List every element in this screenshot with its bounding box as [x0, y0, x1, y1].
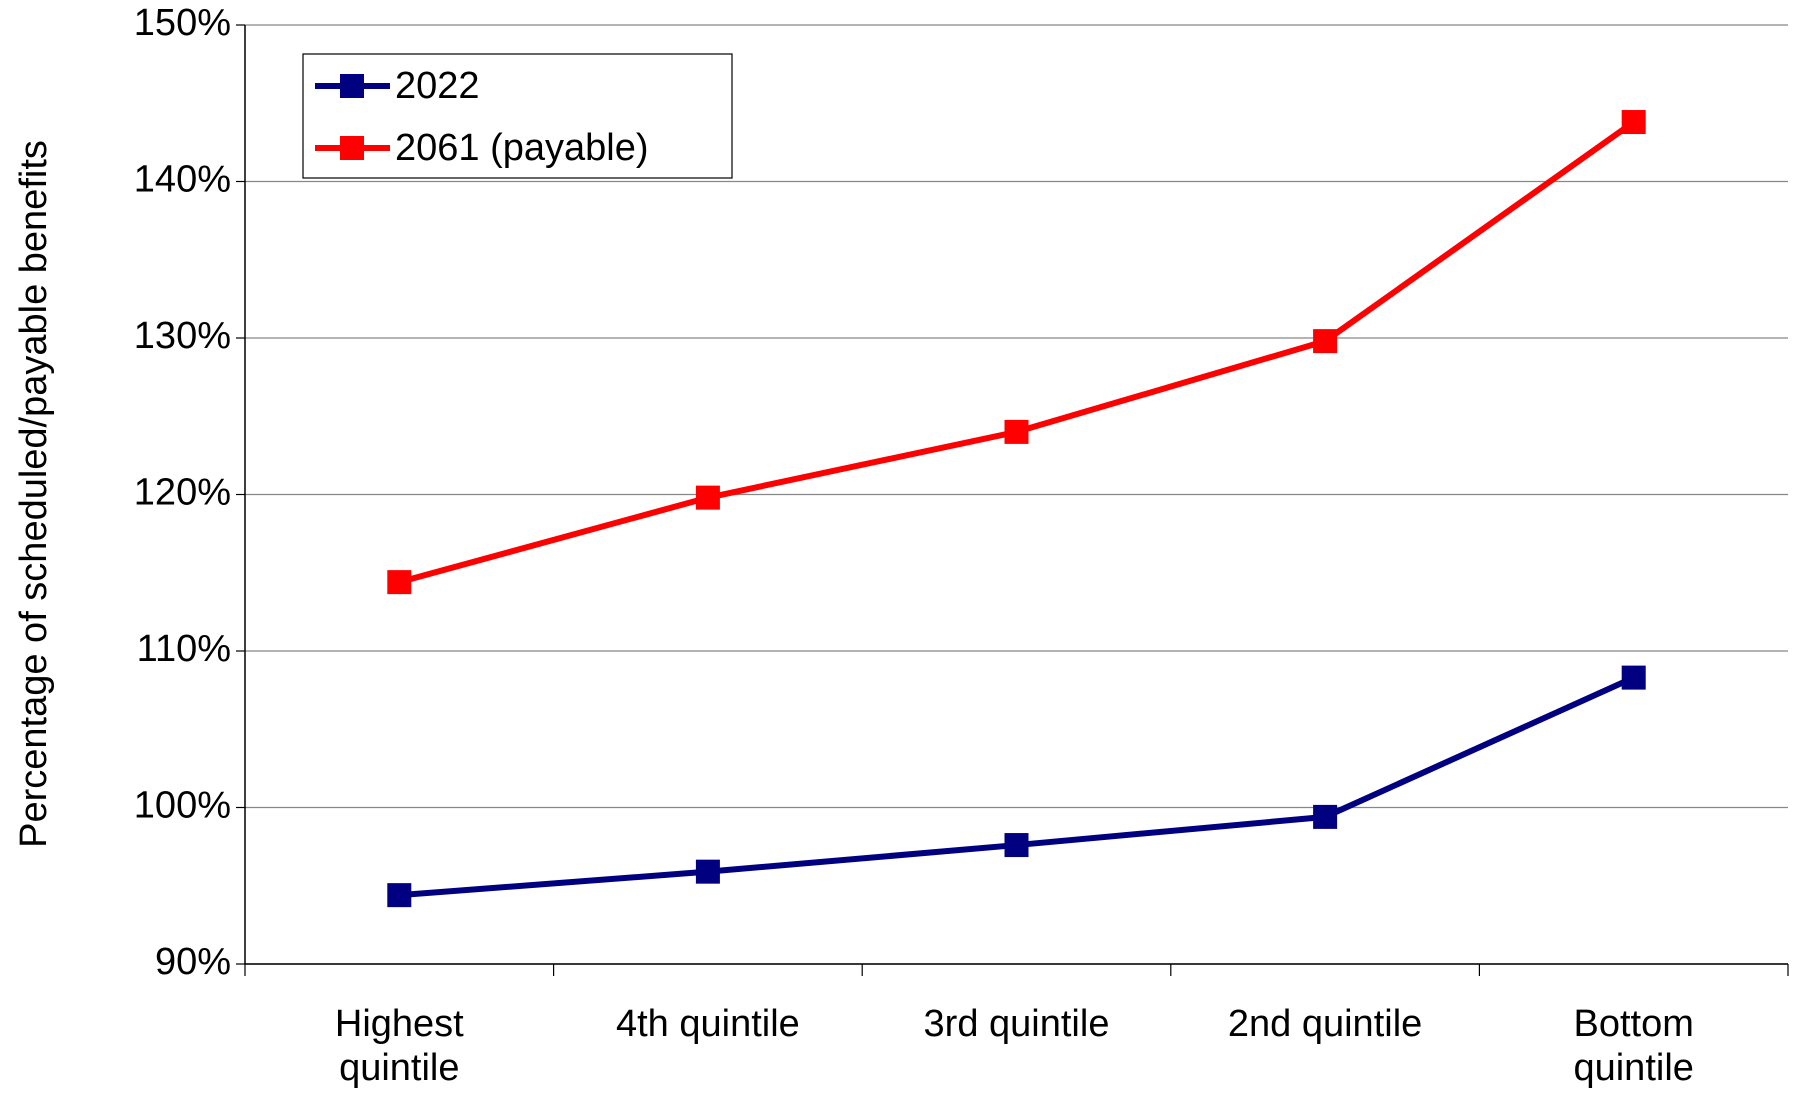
y-tick-label: 100%: [134, 785, 231, 827]
marker: [695, 859, 720, 884]
x-tick-label: 3rd quintile: [923, 1003, 1110, 1045]
legend-box: [302, 53, 733, 179]
marker: [387, 570, 412, 595]
x-tick-label-box: Highest quintile: [334, 1003, 464, 1089]
series-line: [399, 674, 1635, 899]
y-axis-label: Percentage of scheduled/payable benefits: [13, 140, 55, 848]
marker: [1004, 419, 1029, 444]
legend-label: 2022: [395, 65, 480, 107]
marker: [1004, 833, 1029, 858]
marker: [1621, 110, 1646, 135]
x-tick-label-box: 4th quintile: [615, 1003, 800, 1045]
marker: [1313, 329, 1338, 354]
marker: [387, 883, 412, 908]
series-line: [398, 119, 1636, 586]
legend-marker: [340, 74, 364, 98]
y-tick-label: 110%: [137, 628, 231, 670]
legend-label: 2061 (payable): [395, 127, 649, 169]
x-tick-label: 4th quintile: [615, 1003, 800, 1045]
y-tick-label: 140%: [134, 159, 231, 201]
x-tick-label-box: 3rd quintile: [923, 1003, 1110, 1045]
marker: [1621, 665, 1646, 690]
marker: [1313, 804, 1338, 829]
marker: [695, 485, 720, 510]
x-tick-label: Highest quintile: [334, 1003, 464, 1089]
y-tick-label: 130%: [134, 315, 231, 357]
x-tick-label-box: 2nd quintile: [1227, 1003, 1423, 1045]
y-tick-label: 150%: [134, 2, 231, 44]
x-tick-label-box: Bottom quintile: [1573, 1003, 1694, 1089]
y-tick-label: 120%: [134, 472, 231, 514]
x-tick-label: 2nd quintile: [1227, 1003, 1423, 1045]
x-tick-label: Bottom quintile: [1573, 1003, 1694, 1089]
y-tick-label: 90%: [155, 941, 231, 983]
legend-marker: [340, 136, 364, 160]
